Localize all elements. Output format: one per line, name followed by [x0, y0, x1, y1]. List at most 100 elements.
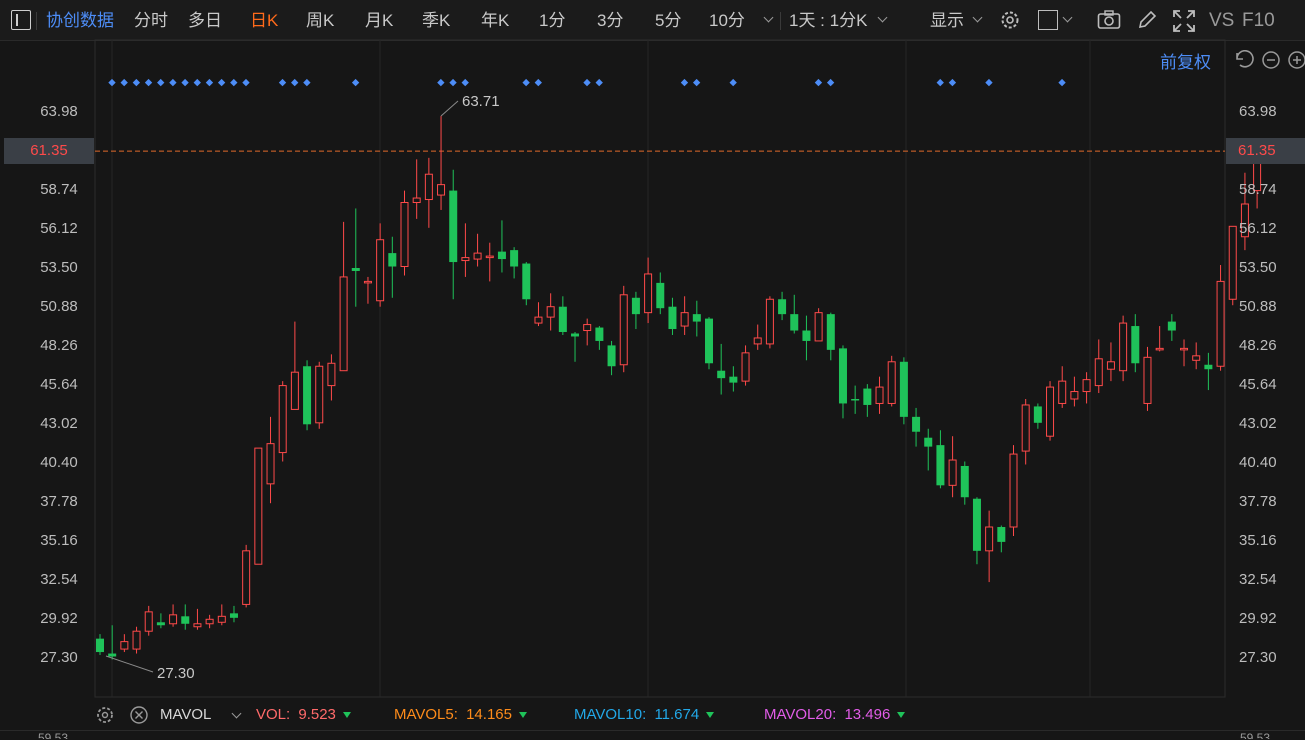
vs-button[interactable]: VS: [1209, 10, 1235, 31]
signal-marker-icon: [583, 78, 591, 87]
y-tick-label-right: 48.26: [1239, 337, 1277, 354]
candle-body: [619, 294, 628, 366]
candle-body: [656, 282, 665, 309]
display-menu[interactable]: 显示: [930, 11, 964, 30]
vol-value: 9.523: [298, 706, 336, 723]
chevron-down-icon[interactable]: [877, 12, 888, 23]
current-price-label-right: 61.35: [1226, 138, 1305, 164]
y-tick-label-left: 45.64: [40, 376, 78, 393]
y-tick-label-left: 37.78: [40, 493, 78, 510]
period-tab-monthly[interactable]: 月K: [365, 11, 394, 30]
candle-body: [412, 197, 421, 204]
layout-icon[interactable]: [1038, 10, 1058, 30]
close-icon[interactable]: [129, 705, 149, 730]
range-selector[interactable]: 1天 : 1分K: [789, 11, 868, 30]
period-tab-10min[interactable]: 10分: [709, 11, 745, 30]
candle-body: [485, 255, 494, 259]
signal-marker-icon: [692, 78, 701, 87]
y-tick-label-right: 58.74: [1239, 181, 1277, 198]
y-tick-label-right: 56.12: [1239, 220, 1277, 237]
volume-indicator-bar: MAVOL VOL: 9.523 MAVOL5: 14.165 MAVOL10:…: [0, 698, 1305, 730]
candle-body: [351, 268, 360, 271]
y-tick-label-right: 40.40: [1239, 454, 1277, 471]
candle-body: [778, 299, 787, 315]
period-tab-1min[interactable]: 1分: [539, 11, 566, 30]
signal-marker-icon: [814, 78, 823, 87]
candle-body: [388, 253, 397, 267]
y-tick-label-left: 63.98: [40, 103, 78, 120]
period-tab-5min[interactable]: 5分: [655, 11, 682, 30]
period-tab-quarterly[interactable]: 季K: [422, 11, 451, 30]
candle-body: [120, 641, 129, 650]
candle-body: [242, 550, 251, 605]
candle-body: [936, 445, 945, 486]
candle-body: [169, 614, 178, 625]
y-tick-label-left: 56.12: [40, 220, 78, 237]
period-tab-weekly[interactable]: 周K: [306, 11, 335, 30]
camera-icon[interactable]: [1097, 10, 1121, 35]
gear-icon[interactable]: [999, 9, 1021, 36]
candle-body: [339, 276, 348, 372]
y-tick-label-right: 29.92: [1239, 610, 1277, 627]
candle-body: [217, 615, 226, 623]
y-tick-label-left: 53.50: [40, 259, 78, 276]
candle-body: [497, 251, 506, 260]
period-tab-multiday[interactable]: 多日: [188, 11, 222, 30]
high-price-annotation: 63.71: [462, 93, 500, 110]
chevron-down-icon[interactable]: [231, 708, 242, 719]
candle-body: [997, 527, 1006, 542]
candle-body: [1192, 355, 1201, 361]
mavol10-value: 11.674: [654, 706, 700, 723]
period-tab-yearly[interactable]: 年K: [481, 11, 510, 30]
signal-marker-icon: [230, 78, 238, 87]
adjust-mode-button[interactable]: 前复权: [1160, 53, 1211, 72]
volume-axis-label-left: 59.53: [38, 733, 68, 739]
signal-marker-icon: [303, 78, 311, 87]
candle-body: [437, 184, 446, 196]
signal-marker-icon: [680, 78, 689, 87]
f10-button[interactable]: F10: [1242, 10, 1275, 31]
signal-marker-icon: [108, 78, 116, 87]
fullscreen-icon[interactable]: [1172, 9, 1196, 38]
period-tab-3min[interactable]: 3分: [597, 11, 624, 30]
signal-marker-icon: [534, 78, 542, 87]
signal-marker-icon: [522, 78, 530, 87]
candle-body: [315, 365, 324, 424]
mavol10-label: MAVOL10:: [574, 706, 647, 723]
mavol10-readout: MAVOL10: 11.674: [574, 706, 715, 723]
mavol5-readout: MAVOL5: 14.165: [394, 706, 527, 723]
sidebar-toggle-icon[interactable]: [11, 10, 31, 30]
candle-body: [303, 366, 312, 425]
chevron-down-icon[interactable]: [972, 12, 983, 23]
vol-readout: VOL: 9.523: [256, 706, 351, 723]
undo-icon[interactable]: [1233, 49, 1255, 75]
volume-axis-label-right: 59.53: [1240, 733, 1270, 739]
candle-body: [729, 376, 738, 383]
period-tab-intraday[interactable]: 分时: [134, 11, 168, 30]
gear-icon[interactable]: [95, 705, 115, 730]
candle-body: [899, 361, 908, 417]
zoom-in-icon[interactable]: [1287, 50, 1305, 75]
low-annotation-leader: [105, 655, 154, 673]
period-tab-daily[interactable]: 日K: [250, 11, 279, 30]
stock-name[interactable]: 协创数据: [46, 11, 114, 30]
y-tick-label-left: 40.40: [40, 454, 78, 471]
signal-marker-icon: [181, 78, 189, 87]
candle-body: [851, 398, 860, 401]
zoom-out-icon[interactable]: [1261, 50, 1281, 75]
candle-body: [826, 314, 835, 350]
chevron-down-icon[interactable]: [1062, 12, 1073, 23]
indicator-selector[interactable]: MAVOL: [160, 706, 212, 723]
signal-marker-icon: [242, 78, 250, 87]
pencil-icon[interactable]: [1136, 9, 1158, 36]
candle-body: [705, 318, 713, 364]
high-annotation-leader: [440, 100, 459, 117]
candle-body: [132, 630, 141, 650]
candle-body: [1180, 347, 1189, 351]
candle-body: [229, 613, 238, 618]
chevron-down-icon[interactable]: [763, 12, 774, 23]
signal-marker-icon: [157, 78, 165, 87]
signal-marker-icon: [291, 78, 299, 87]
candle-body: [1058, 380, 1067, 404]
